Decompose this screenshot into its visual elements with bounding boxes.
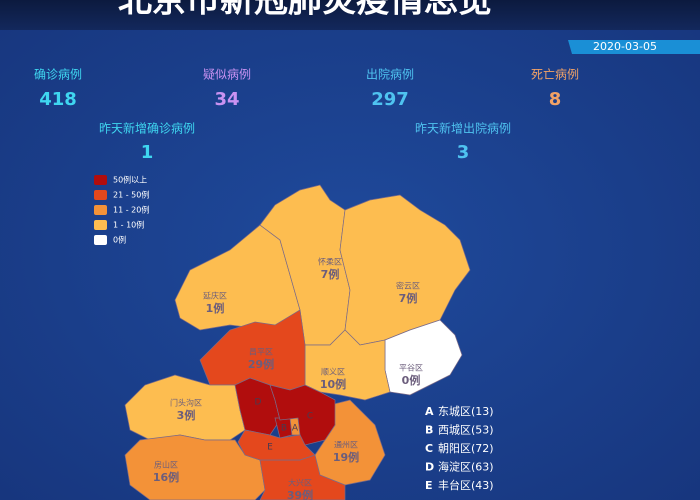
district-count: 29例 — [248, 357, 274, 371]
stat-value: 8 — [549, 89, 562, 110]
stat-value: 418 — [39, 89, 77, 110]
stat-label: 确诊病例 — [34, 67, 82, 82]
district-area — [237, 429, 316, 461]
legend-label: 1 - 10例 — [113, 220, 144, 230]
key-letter: C — [425, 442, 433, 455]
district-name: 密云区 — [396, 281, 420, 291]
district-letter: C — [307, 412, 313, 422]
district-count: 7例 — [321, 267, 340, 281]
district-name: 怀柔区 — [318, 257, 342, 267]
title: 北京市新冠肺炎疫情总览 — [118, 0, 492, 21]
legend-swatch — [94, 190, 107, 200]
district-name: 顺义区 — [321, 368, 345, 377]
key-letter: D — [425, 461, 434, 474]
district-name: 门头沟区 — [170, 398, 202, 408]
stat-label: 疑似病例 — [203, 67, 251, 82]
new-stat-label: 昨天新增出院病例 — [415, 121, 511, 136]
stat-label: 死亡病例 — [531, 67, 579, 82]
legend-swatch — [94, 220, 107, 230]
key-text: 丰台区(43) — [438, 478, 494, 492]
new-stat-value: 1 — [141, 142, 154, 163]
district-letter: E — [267, 443, 273, 453]
date: 2020-03-05 — [593, 40, 657, 53]
key-text: 朝阳区(72) — [438, 442, 494, 455]
key-letter: E — [425, 479, 433, 492]
stat-label: 出院病例 — [366, 67, 414, 82]
district-count: 10例 — [320, 377, 346, 391]
new-stat-label: 昨天新增确诊病例 — [99, 121, 195, 136]
key-letter: B — [425, 424, 433, 437]
stat-value: 34 — [214, 89, 239, 110]
district-name: 通州区 — [334, 440, 358, 450]
stat-value: 297 — [371, 89, 409, 110]
key-text: 东城区(13) — [438, 405, 494, 418]
legend-swatch — [94, 235, 107, 245]
district-name: 平谷区 — [399, 364, 423, 373]
district-name: 房山区 — [154, 460, 178, 470]
district-name: 延庆区 — [203, 291, 227, 301]
date-box — [568, 40, 700, 54]
district-area — [269, 384, 336, 446]
district-count: 3例 — [177, 408, 196, 422]
district-letter: D — [255, 398, 262, 408]
district-letter: A — [292, 424, 299, 434]
legend-label: 21 - 50例 — [113, 190, 149, 200]
legend-label: 50例以上 — [113, 175, 147, 185]
new-stat-value: 3 — [457, 142, 470, 163]
map: 延庆区1例怀柔区7例密云区7例平谷区0例顺义区10例昌平区29例门头沟区3例房山… — [124, 184, 471, 500]
key-text: 海淀区(63) — [438, 460, 494, 474]
district-count: 19例 — [333, 450, 359, 464]
legend-swatch — [94, 205, 107, 215]
key-letter: A — [425, 405, 434, 418]
district-count: 39例 — [287, 488, 313, 500]
legend-label: 0例 — [113, 235, 126, 245]
key-text: 西城区(53) — [438, 424, 494, 437]
legend-label: 11 - 20例 — [113, 205, 149, 215]
district-letter: B — [281, 424, 287, 434]
district-count: 0例 — [402, 373, 421, 387]
district-count: 7例 — [399, 291, 418, 305]
district-name: 大兴区 — [288, 478, 312, 488]
district-name: 昌平区 — [249, 348, 273, 357]
legend-swatch — [94, 175, 107, 185]
district-area — [339, 194, 471, 346]
district-count: 1例 — [206, 301, 225, 315]
title-bar — [0, 0, 700, 30]
district-count: 16例 — [153, 470, 179, 484]
